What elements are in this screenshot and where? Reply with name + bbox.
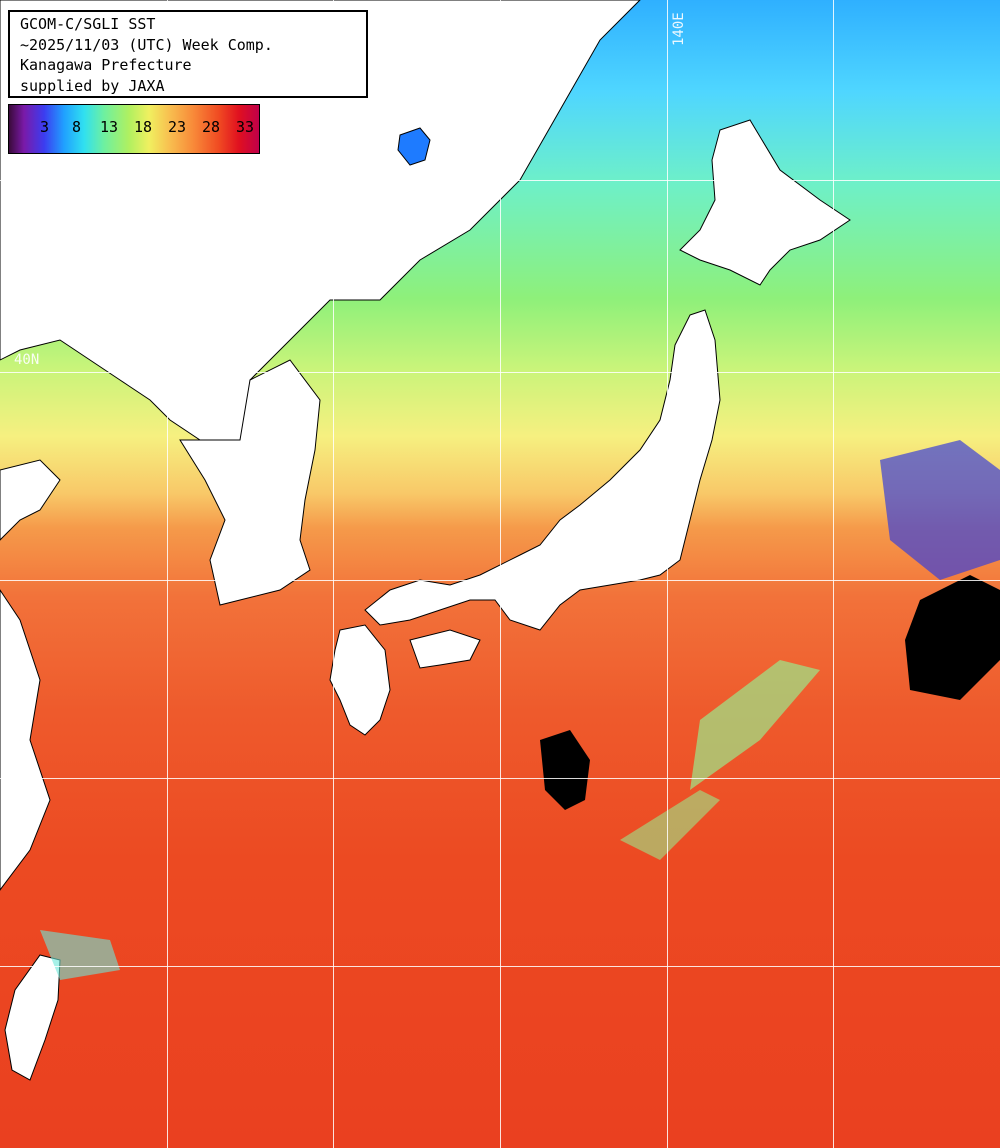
cloud-patch-east-blue bbox=[880, 440, 1000, 580]
colorbar-tick: 33 bbox=[236, 118, 255, 136]
honshu bbox=[364, 309, 721, 631]
grid-label-lon: 140E bbox=[671, 12, 687, 46]
colorbar-tick: 18 bbox=[134, 118, 153, 136]
china-coast bbox=[0, 459, 61, 541]
cloud-patch-south bbox=[540, 730, 590, 810]
grid-label-lat: 40N bbox=[14, 352, 40, 368]
grid-line-lat bbox=[0, 180, 1000, 181]
title-credit: supplied by JAXA bbox=[20, 76, 165, 95]
colorbar-ticks: 3 8 13 18 23 28 33 bbox=[8, 118, 260, 140]
colorbar-tick: 3 bbox=[40, 118, 50, 136]
kyushu bbox=[329, 624, 391, 736]
hokkaido bbox=[679, 119, 851, 286]
cloud-streak-3 bbox=[40, 930, 120, 980]
china-coast-south bbox=[0, 589, 51, 891]
grid-line-lat bbox=[0, 778, 1000, 779]
korean-peninsula bbox=[179, 359, 321, 606]
taiwan bbox=[4, 954, 61, 1081]
colorbar-tick: 28 bbox=[202, 118, 221, 136]
grid-line-lat bbox=[0, 372, 1000, 373]
grid-line-lon bbox=[833, 0, 834, 1148]
grid-line-lon bbox=[500, 0, 501, 1148]
cloud-streak-2 bbox=[620, 790, 720, 860]
grid-line-lon bbox=[333, 0, 334, 1148]
title-box: GCOM-C/SGLI SST ~2025/11/03 (UTC) Week C… bbox=[8, 10, 368, 98]
cloud-streak-1 bbox=[690, 660, 820, 790]
title-date: ~2025/11/03 (UTC) Week Comp. bbox=[20, 35, 273, 54]
colorbar bbox=[8, 104, 260, 154]
colorbar-tick: 8 bbox=[72, 118, 82, 136]
island-north bbox=[397, 127, 431, 166]
colorbar-tick: 23 bbox=[168, 118, 187, 136]
title-product: GCOM-C/SGLI SST bbox=[20, 15, 156, 33]
grid-line-lat bbox=[0, 580, 1000, 581]
cloud-patch-east bbox=[905, 575, 1000, 700]
grid-line-lat bbox=[0, 966, 1000, 967]
grid-line-lon bbox=[667, 0, 668, 1148]
colorbar-tick: 13 bbox=[100, 118, 119, 136]
title-region: Kanagawa Prefecture bbox=[20, 56, 192, 74]
grid-line-lon bbox=[167, 0, 168, 1148]
shikoku bbox=[409, 629, 481, 669]
